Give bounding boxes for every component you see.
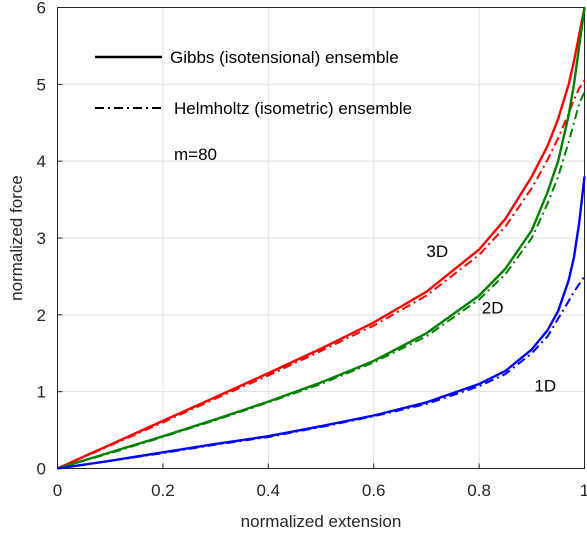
y-tick-label: 5 [37,75,46,94]
y-tick-label: 2 [37,306,46,325]
annotation-3d: 3D [426,242,448,261]
series-line-2d-helmholtz [57,91,586,470]
x-tick-label: 0.6 [362,481,386,500]
legend: Gibbs (isotensional) ensemble Helmholtz … [95,48,412,164]
annotation-1d: 1D [534,377,556,396]
annotation-2d: 2D [482,298,504,317]
legend-label-gibbs: Gibbs (isotensional) ensemble [170,48,399,67]
series-line-3d-helmholtz [57,79,586,470]
annotations: 3D 2D 1D [426,242,556,395]
x-tick-label: 0.8 [467,481,491,500]
series-line-1d-helmholtz [57,275,586,470]
axis-ticks: 0 0.2 0.4 0.6 0.8 1 0 1 2 3 4 5 6 [37,0,587,500]
x-tick-label: 0.2 [151,481,175,500]
x-tick-label: 0.4 [256,481,280,500]
grid [57,7,585,469]
y-tick-label: 3 [37,229,46,248]
x-tick-label: 1 [580,481,587,500]
legend-note: m=80 [174,145,217,164]
legend-label-helmholtz: Helmholtz (isometric) ensemble [174,99,412,118]
y-tick-label: 1 [37,383,46,402]
series-layer [57,7,586,470]
y-tick-label: 4 [37,152,46,171]
series-line-1d-gibbs [57,176,586,470]
x-tick-label: 0 [53,481,62,500]
series-line-3d-gibbs [57,7,586,470]
x-axis-label: normalized extension [241,512,402,531]
y-axis-label: normalized force [7,175,26,301]
y-tick-label: 6 [37,0,46,18]
y-tick-label: 0 [37,460,46,479]
